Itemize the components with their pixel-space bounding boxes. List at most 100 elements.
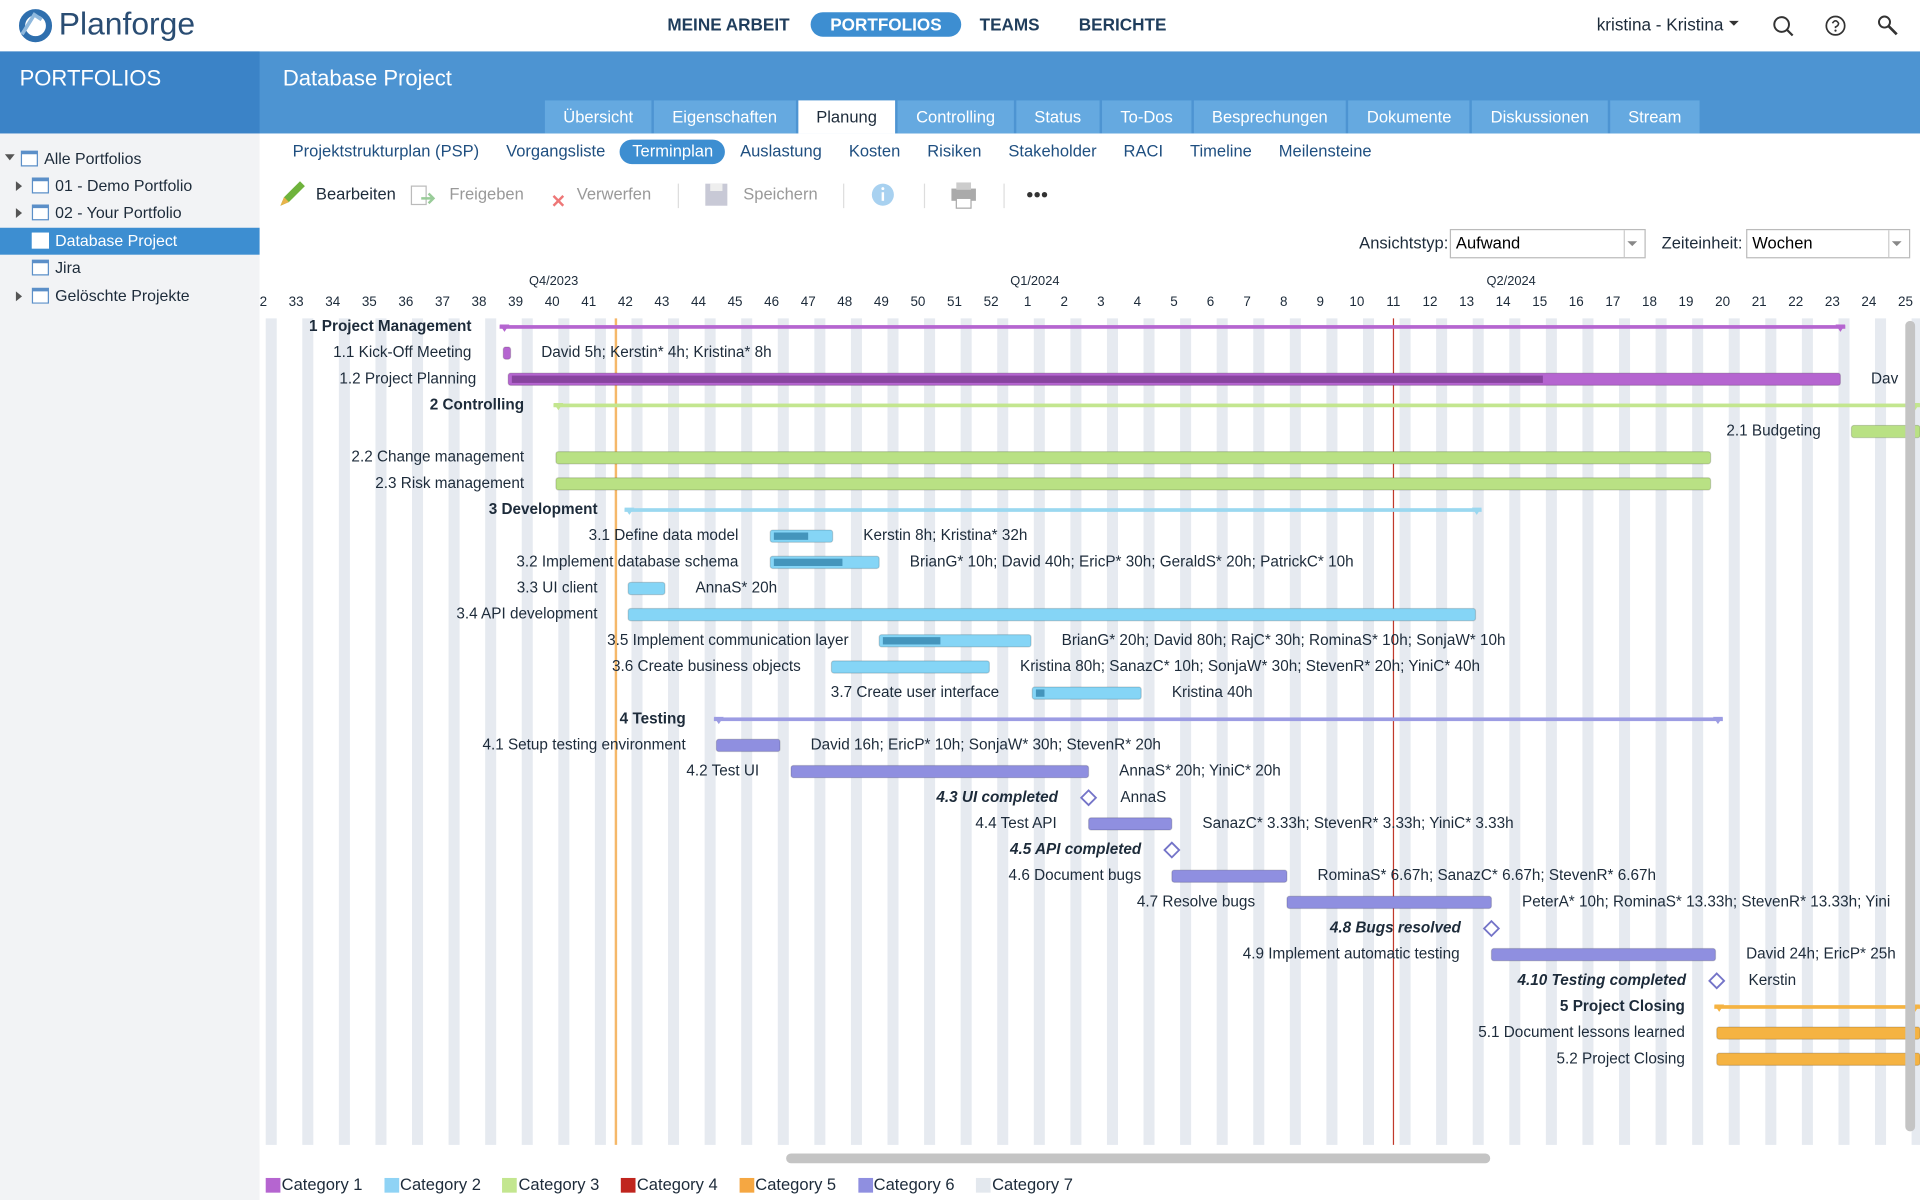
week-stripe xyxy=(1289,318,1301,1145)
resource-label: AnnaS xyxy=(1120,789,1166,806)
week-label: 16 xyxy=(1569,294,1584,309)
week-stripe xyxy=(1436,318,1448,1145)
tree-icon xyxy=(31,204,49,221)
week-label: 4 xyxy=(1134,294,1142,309)
subtab[interactable]: Terminplan xyxy=(620,139,726,165)
toolbar-button[interactable]: Bearbeiten xyxy=(315,184,396,204)
legend-label: Category 3 xyxy=(518,1175,600,1194)
task-label: 4.5 API completed xyxy=(1009,841,1142,858)
tab[interactable]: Dokumente xyxy=(1348,100,1470,134)
resource-label: PeterA* 10h; RominaS* 13.33h; StevenR* 1… xyxy=(1522,893,1890,910)
subtab[interactable]: Risiken xyxy=(927,142,982,161)
time-unit-select[interactable]: Wochen xyxy=(1746,228,1911,259)
h-scrollbar[interactable] xyxy=(786,1153,1491,1164)
task-bar xyxy=(555,450,1712,465)
task-label: 2.1 Budgeting xyxy=(1726,423,1820,440)
legend-swatch xyxy=(739,1177,755,1193)
week-label: 1 xyxy=(1024,294,1031,309)
tree-icon xyxy=(31,287,49,304)
week-stripe xyxy=(1180,318,1192,1145)
week-label: 10 xyxy=(1349,294,1364,309)
subtab[interactable]: Auslastung xyxy=(740,142,822,161)
tab[interactable]: Controlling xyxy=(897,100,1014,134)
toolbar-button[interactable]: Speichern xyxy=(743,184,818,204)
header-icons[interactable] xyxy=(1771,13,1906,40)
tree-item[interactable]: Gelöschte Projekte xyxy=(55,286,190,305)
week-label: 40 xyxy=(545,294,560,309)
week-label: 22 xyxy=(1788,294,1803,309)
tab[interactable]: Diskussionen xyxy=(1472,100,1608,134)
week-stripe xyxy=(1362,318,1374,1145)
week-label: 15 xyxy=(1532,294,1547,309)
week-stripe xyxy=(485,318,497,1145)
tree-toggle[interactable] xyxy=(15,291,23,302)
subtab[interactable]: RACI xyxy=(1123,142,1164,161)
tab[interactable]: Eigenschaften xyxy=(653,100,796,134)
tab[interactable]: Planung xyxy=(797,100,896,134)
v-scrollbar[interactable] xyxy=(1905,320,1916,1132)
summary-bar xyxy=(713,717,1723,722)
tree-item[interactable]: 01 - Demo Portfolio xyxy=(55,176,193,195)
view-type-select[interactable]: Aufwand xyxy=(1449,228,1646,259)
subtab[interactable]: Projektstrukturplan (PSP) xyxy=(292,142,480,161)
user-menu[interactable]: kristina - Kristina xyxy=(1596,14,1724,35)
tree-toggle[interactable] xyxy=(15,208,23,218)
tab[interactable]: Besprechungen xyxy=(1193,100,1347,134)
tab[interactable]: To-Dos xyxy=(1102,100,1192,134)
nav-item[interactable]: BERICHTE xyxy=(1078,14,1167,35)
tree-icon xyxy=(31,259,49,276)
toolbar-button[interactable]: Verwerfen xyxy=(576,184,652,204)
nav-item[interactable]: MEINE ARBEIT xyxy=(667,14,790,35)
week-label: 20 xyxy=(1715,294,1730,309)
week-stripe xyxy=(631,318,643,1145)
task-bar xyxy=(715,738,781,753)
week-label: 37 xyxy=(435,294,450,309)
nav-item[interactable]: TEAMS xyxy=(979,14,1040,35)
time-unit-label: Zeiteinheit: xyxy=(1661,233,1743,253)
task-label: 1.1 Kick-Off Meeting xyxy=(333,344,471,361)
week-stripe xyxy=(265,318,277,1145)
toolbar-button[interactable]: Freigeben xyxy=(449,184,524,204)
tree-item[interactable]: Alle Portfolios xyxy=(44,149,142,168)
sidebar-title: PORTFOLIOS xyxy=(19,66,162,91)
task-label: 5 Project Closing xyxy=(1560,998,1685,1015)
week-stripe xyxy=(1216,318,1228,1145)
week-label: 32 xyxy=(260,294,267,309)
tab[interactable]: Status xyxy=(1015,100,1100,134)
tab[interactable]: Übersicht xyxy=(544,100,652,134)
task-bar xyxy=(1087,817,1173,831)
week-label: 51 xyxy=(947,294,962,309)
summary-bar xyxy=(624,508,1482,512)
task-label: 3.4 API development xyxy=(456,606,598,623)
summary-bar xyxy=(1714,1005,1920,1009)
tree-item[interactable]: Database Project xyxy=(55,231,178,250)
tree-item[interactable]: Jira xyxy=(55,258,81,277)
subtab[interactable]: Meilensteine xyxy=(1278,142,1372,161)
tab[interactable]: Stream xyxy=(1609,100,1700,134)
subtab[interactable]: Kosten xyxy=(848,142,901,161)
task-bar xyxy=(1171,869,1288,883)
subtab[interactable]: Stakeholder xyxy=(1008,142,1097,161)
tree-toggle[interactable] xyxy=(15,181,23,192)
week-stripe xyxy=(1070,318,1082,1145)
subtab[interactable]: Timeline xyxy=(1189,142,1252,161)
task-bar xyxy=(1716,1052,1920,1067)
legend-swatch xyxy=(265,1177,281,1193)
milestone xyxy=(1079,789,1098,807)
week-stripe xyxy=(741,318,753,1145)
subtab[interactable]: Vorgangsliste xyxy=(506,142,606,161)
week-stripe xyxy=(1472,318,1484,1145)
progress-bar xyxy=(773,558,843,567)
nav-item[interactable]: PORTFOLIOS xyxy=(810,12,962,37)
week-stripe xyxy=(997,318,1009,1145)
week-label: 44 xyxy=(691,294,706,309)
tree-toggle[interactable] xyxy=(4,154,15,161)
task-label: 3.1 Define data model xyxy=(589,527,739,544)
task-label: 4.10 Testing completed xyxy=(1517,972,1687,989)
tree-item[interactable]: 02 - Your Portfolio xyxy=(55,203,182,222)
milestone xyxy=(1708,972,1726,990)
view-type-label: Ansichtstyp: xyxy=(1359,233,1449,253)
week-stripe xyxy=(1399,318,1411,1145)
week-stripe xyxy=(521,318,533,1145)
resource-label: RominaS* 6.67h; SanazC* 6.67h; StevenR* … xyxy=(1318,867,1656,884)
